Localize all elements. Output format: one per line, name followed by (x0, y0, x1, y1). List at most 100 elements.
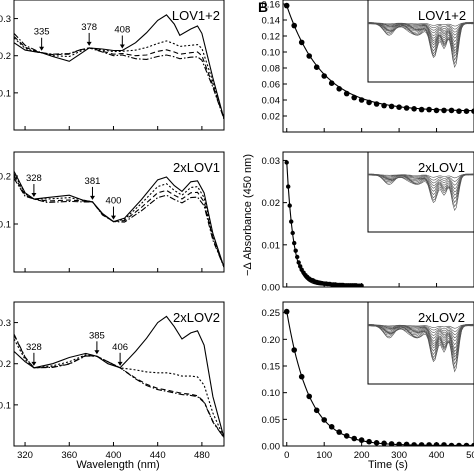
panel-a1: 0.1 0.2 0.3 335 378 408 LOV1+2 (0, 0, 225, 131)
data-point (351, 435, 358, 442)
data-point (388, 103, 395, 110)
annotation-label: 381 (85, 176, 101, 187)
plots-layer: 0.1 0.2 0.3 335 378 408 LOV1+2 0.1 0.2 328 381 400 2… (0, 0, 474, 461)
x-tick-label: 400 (106, 450, 122, 461)
inset-difference-line (368, 22, 474, 39)
y-tick-label: 0.00 (262, 442, 281, 453)
panel-b2: 0.00 0.01 0.02 0.03 2xLOV1 (262, 151, 474, 294)
panel-letter-b: B (258, 0, 268, 15)
plot-frame (13, 151, 225, 273)
panel-label: 2xLOV2 (418, 310, 465, 325)
data-layer (14, 14, 224, 120)
y-tick-label: 0.2 (0, 51, 11, 62)
spectrum-line-dashed (14, 175, 224, 268)
data-point (403, 441, 410, 446)
data-point (292, 240, 297, 246)
inset-difference-line (368, 22, 474, 43)
data-point (351, 94, 358, 101)
annotation-label: 408 (114, 25, 130, 36)
panel-label: LOV1+2 (172, 8, 220, 23)
panel-label: LOV1+2 (418, 8, 466, 23)
inset-spectra: 2xLOV2 (367, 301, 474, 385)
spectrum-line-solid (14, 14, 224, 120)
x-tick-label: 500 (466, 450, 474, 461)
inset-frame (367, 151, 474, 233)
inset-lines (368, 323, 474, 373)
annotation-label: 385 (89, 330, 105, 341)
wavelength-axis-title: Wavelength (nm) (76, 459, 159, 471)
data-point (441, 442, 447, 446)
data-point (313, 64, 320, 70)
y-tick-label: 0.01 (262, 240, 281, 251)
spectrum-line-dotted (14, 338, 224, 439)
y-tick-label: 0.05 (262, 415, 281, 426)
data-point (283, 2, 290, 9)
x-tick-label: 480 (194, 450, 210, 461)
inset-difference-line (368, 173, 474, 212)
data-point (290, 230, 295, 236)
x-tick-label: 100 (316, 450, 332, 461)
inset-spectra: 2xLOV1 (367, 151, 474, 233)
data-point (289, 219, 294, 224)
data-point (418, 442, 425, 446)
x-tick-label: 360 (61, 450, 77, 461)
annotation-label: 328 (26, 173, 42, 184)
data-point (286, 184, 291, 189)
data-point (433, 442, 440, 446)
inset-difference-line (368, 173, 474, 190)
panel-a2: 0.1 0.2 328 381 400 2xLOV1 (0, 151, 225, 273)
data-point (298, 264, 303, 269)
inset-difference-line (368, 22, 474, 27)
data-point (328, 424, 335, 430)
spectrum-line-dash-dot (14, 178, 224, 268)
inset-difference-line (368, 324, 474, 329)
plot-frame (13, 0, 225, 131)
inset-difference-line (368, 324, 474, 346)
data-point (448, 107, 455, 114)
panel-label: 2xLOV1 (418, 160, 465, 175)
absorbance-axis-title: −Δ Absorbance (450 nm) (242, 154, 254, 276)
annotation-arrowhead (117, 361, 123, 366)
inset-lines (368, 21, 474, 68)
y-tick-label: 0.04 (262, 96, 281, 107)
data-point (321, 417, 328, 423)
data-point (291, 347, 298, 353)
data-point (291, 22, 298, 29)
inset-difference-line (368, 324, 474, 332)
data-point (388, 441, 395, 446)
panel-label: 2xLOV1 (173, 160, 220, 175)
data-point (426, 106, 432, 113)
y-tick-label: 0.20 (262, 335, 281, 346)
annotation-arrowhead (89, 195, 95, 200)
inset-difference-line (368, 323, 474, 365)
data-point (306, 53, 313, 59)
plot-frame (13, 301, 225, 447)
data-layer (284, 160, 364, 287)
data-point (366, 438, 372, 445)
data-point (396, 441, 402, 446)
x-tick-label: 0 (284, 450, 289, 461)
inset-difference-line (368, 22, 474, 46)
inset-difference-line (368, 324, 474, 336)
panel-b3: 0 100 200 300 400 500 0.00 0.05 0.10 0.15 0.20 0.25… (262, 301, 474, 461)
annotation-arrowhead (31, 193, 37, 198)
data-point (463, 442, 470, 446)
x-tick-label: 440 (150, 450, 166, 461)
annotation-label: 328 (26, 342, 42, 353)
spectrum-line-solid (14, 170, 224, 268)
inset-frame (367, 0, 474, 83)
x-tick-label: 200 (354, 450, 370, 461)
y-tick-label: 0.3 (0, 14, 11, 25)
inset-difference-line (368, 173, 474, 200)
annotation-label: 378 (81, 22, 97, 33)
data-point (287, 203, 292, 208)
annotation-arrowhead (94, 350, 100, 355)
y-tick-label: 0.03 (262, 156, 281, 167)
data-point (298, 39, 305, 46)
inset-frame (367, 301, 474, 385)
data-point (411, 442, 417, 446)
spectrum-line-dotted (14, 173, 224, 268)
data-point (296, 260, 301, 265)
y-tick-label: 0.1 (0, 400, 11, 411)
